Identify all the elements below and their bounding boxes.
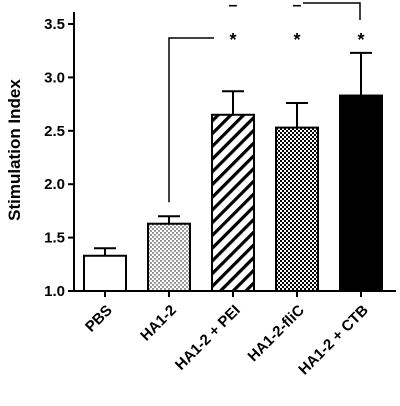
x-category-label: PBS: [82, 302, 116, 336]
bar: [339, 94, 383, 292]
significance-dash: –: [293, 0, 302, 14]
significance-star: *: [357, 30, 364, 50]
bar: [147, 222, 191, 292]
y-tick-label: 1.5: [44, 230, 65, 247]
y-axis-title: Stimulation Index: [5, 79, 24, 221]
x-category-label: HA1-2: [137, 302, 180, 345]
y-tick-label: 1.0: [44, 283, 65, 300]
x-category-label: HA1-2-fliC: [245, 302, 308, 365]
x-category-label: HA1-2 + PEI: [172, 302, 244, 374]
significance-dash: –: [229, 0, 238, 14]
bar: [83, 254, 127, 292]
y-tick-label: 2.5: [44, 123, 65, 140]
significance-star: *: [229, 30, 236, 50]
y-tick-label: 2.0: [44, 176, 65, 193]
bar: [211, 113, 255, 292]
comparison-bracket: [168, 37, 214, 203]
comparison-bracket: [303, 2, 361, 20]
y-tick-label: 3.5: [44, 16, 65, 33]
significance-star: *: [293, 30, 300, 50]
bar: [275, 126, 319, 293]
y-tick-label: 3.0: [44, 69, 65, 86]
